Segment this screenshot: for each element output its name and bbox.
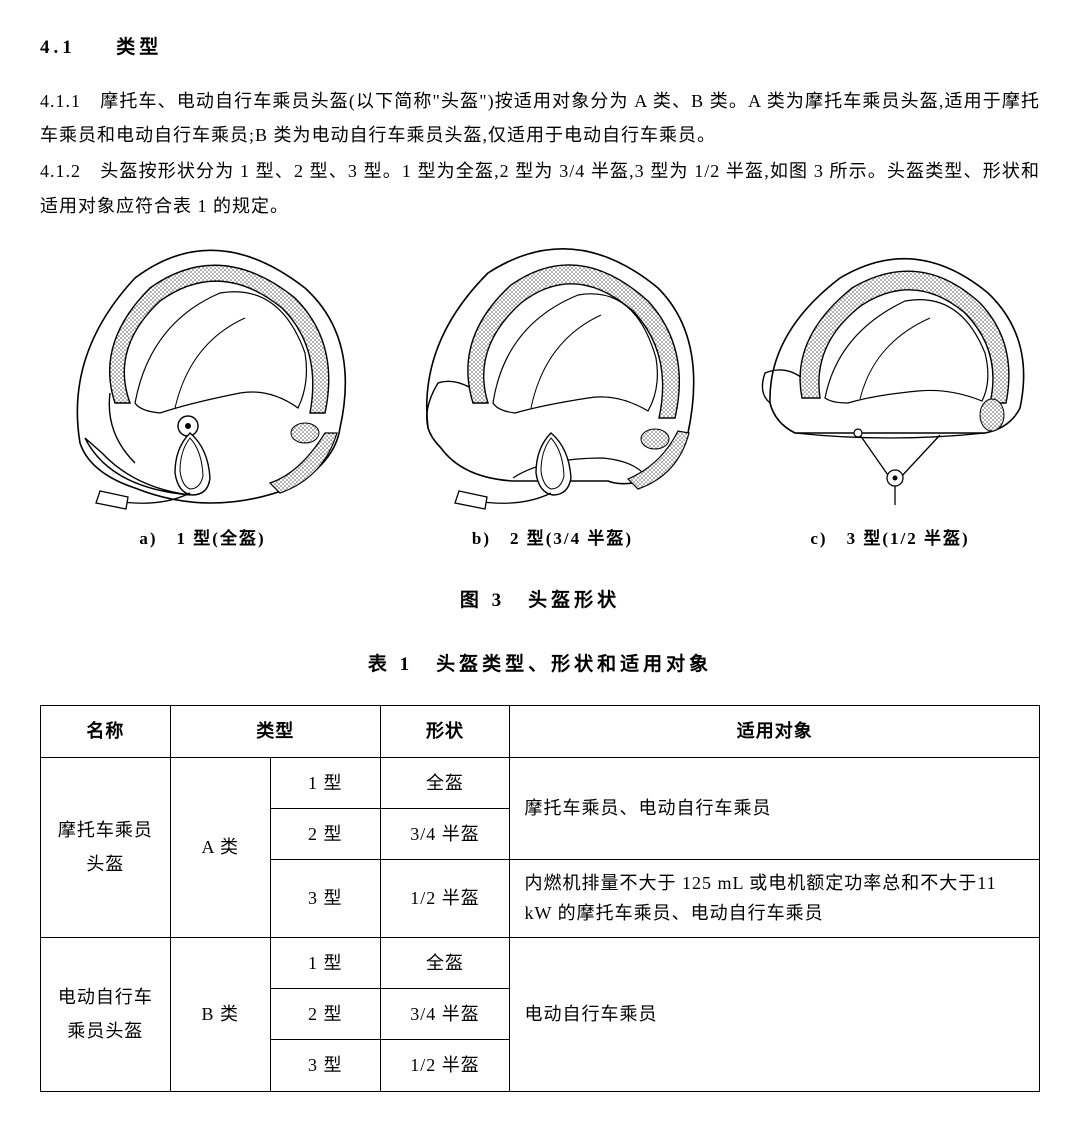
cell-moto-type: A 类 bbox=[170, 757, 270, 938]
clause-number: 4.1.1 bbox=[40, 91, 81, 111]
figure-3b: b) 2 型(3/4 半盔) bbox=[393, 233, 713, 555]
paragraph-4-1-1: 4.1.1 摩托车、电动自行车乘员头盔(以下简称"头盔")按适用对象分为 A 类… bbox=[40, 84, 1040, 152]
table-1: 名称 类型 形状 适用对象 摩托车乘员头盔 A 类 1 型 全盔 摩托车乘员、电… bbox=[40, 705, 1040, 1091]
cell-shape-num: 2 型 bbox=[270, 808, 380, 859]
cell-obj-moto3: 内燃机排量不大于 125 mL 或电机额定功率总和不大于11 kW 的摩托车乘员… bbox=[510, 859, 1040, 937]
th-type: 类型 bbox=[170, 706, 380, 757]
figure-3c: c) 3 型(1/2 半盔) bbox=[740, 243, 1040, 555]
th-shape: 形状 bbox=[380, 706, 510, 757]
paragraph-4-1-2: 4.1.2 头盔按形状分为 1 型、2 型、3 型。1 型为全盔,2 型为 3/… bbox=[40, 154, 1040, 222]
clause-text: 头盔按形状分为 1 型、2 型、3 型。1 型为全盔,2 型为 3/4 半盔,3… bbox=[40, 161, 1040, 215]
section-title: 类型 bbox=[116, 37, 162, 58]
table-row: 摩托车乘员头盔 A 类 1 型 全盔 摩托车乘员、电动自行车乘员 bbox=[41, 757, 1040, 808]
figure-sub-a: a) 1 型(全盔) bbox=[139, 523, 265, 555]
clause-number: 4.1.2 bbox=[40, 161, 81, 181]
figure-sub-b: b) 2 型(3/4 半盔) bbox=[472, 523, 633, 555]
helmet-three-quarter-icon bbox=[393, 233, 713, 513]
table-title: 表 1 头盔类型、形状和适用对象 bbox=[40, 647, 1040, 683]
cell-moto-name: 摩托车乘员头盔 bbox=[41, 757, 171, 938]
cell-shape: 3/4 半盔 bbox=[380, 989, 510, 1040]
cell-ebike-type: B 类 bbox=[170, 938, 270, 1092]
helmet-full-icon bbox=[40, 233, 365, 513]
table-row: 电动自行车乘员头盔 B 类 1 型 全盔 电动自行车乘员 bbox=[41, 938, 1040, 989]
section-number: 4.1 bbox=[40, 37, 76, 58]
cell-shape-num: 3 型 bbox=[270, 859, 380, 937]
cell-obj-moto12: 摩托车乘员、电动自行车乘员 bbox=[510, 757, 1040, 859]
helmet-half-icon bbox=[740, 243, 1040, 513]
cell-shape-num: 1 型 bbox=[270, 757, 380, 808]
figure-3a: a) 1 型(全盔) bbox=[40, 233, 365, 555]
figure-title: 图 3 头盔形状 bbox=[40, 583, 1040, 619]
cell-shape-num: 3 型 bbox=[270, 1040, 380, 1091]
table-header-row: 名称 类型 形状 适用对象 bbox=[41, 706, 1040, 757]
cell-shape-num: 1 型 bbox=[270, 938, 380, 989]
cell-shape: 全盔 bbox=[380, 757, 510, 808]
cell-obj-ebike: 电动自行车乘员 bbox=[510, 938, 1040, 1092]
clause-text: 摩托车、电动自行车乘员头盔(以下简称"头盔")按适用对象分为 A 类、B 类。A… bbox=[40, 91, 1040, 145]
cell-shape: 3/4 半盔 bbox=[380, 808, 510, 859]
th-name: 名称 bbox=[41, 706, 171, 757]
cell-shape: 全盔 bbox=[380, 938, 510, 989]
figure-sub-c: c) 3 型(1/2 半盔) bbox=[810, 523, 969, 555]
cell-ebike-name: 电动自行车乘员头盔 bbox=[41, 938, 171, 1092]
cell-shape: 1/2 半盔 bbox=[380, 1040, 510, 1091]
th-object: 适用对象 bbox=[510, 706, 1040, 757]
cell-shape: 1/2 半盔 bbox=[380, 859, 510, 937]
section-heading: 4.1 类型 bbox=[40, 30, 1040, 66]
cell-shape-num: 2 型 bbox=[270, 989, 380, 1040]
figure-3: a) 1 型(全盔) bbox=[40, 233, 1040, 555]
